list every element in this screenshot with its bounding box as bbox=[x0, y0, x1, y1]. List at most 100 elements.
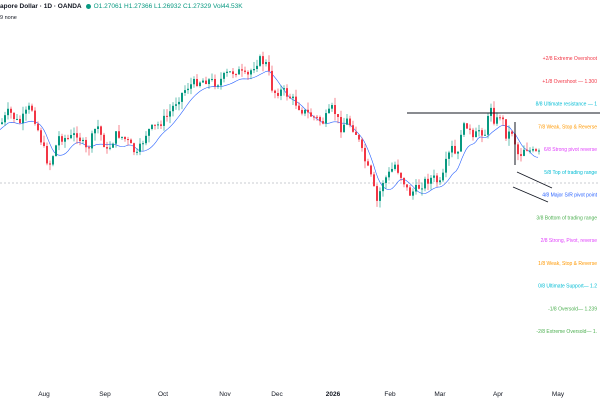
channel-lower-line[interactable] bbox=[512, 186, 549, 203]
candle-body bbox=[379, 191, 381, 201]
candle-body bbox=[292, 96, 294, 99]
candle-body bbox=[529, 150, 531, 152]
candle-body bbox=[301, 109, 303, 114]
candle-body bbox=[517, 144, 519, 155]
murrey-level-label: 6/8 Strong pivot reverse bbox=[544, 147, 597, 153]
candle-body bbox=[121, 136, 123, 138]
candle-body bbox=[406, 184, 408, 188]
murrey-level-label: 4/8 Major S/R pivot point bbox=[542, 193, 597, 199]
murrey-level-label: 5/8 Top of trading range bbox=[544, 170, 597, 176]
candle-body bbox=[454, 145, 456, 154]
candle-body bbox=[445, 158, 447, 173]
candle-body bbox=[463, 123, 465, 135]
channel-upper-line[interactable] bbox=[516, 171, 553, 189]
candle-body bbox=[256, 65, 258, 69]
candle-body bbox=[244, 70, 246, 72]
murrey-level-label: 7/8 Weak, Stop & Reverse bbox=[538, 124, 597, 130]
candle-body bbox=[136, 151, 138, 153]
candle-body bbox=[433, 175, 435, 178]
x-axis-label: 2026 bbox=[326, 391, 341, 398]
candle-body bbox=[76, 133, 78, 138]
candle-body bbox=[469, 128, 471, 130]
candle-body bbox=[496, 117, 498, 124]
candle-body bbox=[370, 165, 372, 175]
candle-body bbox=[268, 62, 270, 71]
candle-body bbox=[391, 168, 393, 172]
candle-body bbox=[100, 126, 102, 135]
candle-body bbox=[361, 139, 363, 148]
candle-body bbox=[61, 136, 63, 142]
candle-body bbox=[181, 92, 183, 102]
murrey-level-label: 1/8 Weak, Stop & Reverse bbox=[538, 261, 597, 267]
murrey-level-label: 3/8 Bottom of trading range bbox=[536, 215, 597, 221]
candle-body bbox=[22, 113, 24, 124]
candle-body bbox=[154, 124, 156, 126]
candle-body bbox=[511, 131, 513, 134]
candle-body bbox=[196, 78, 198, 86]
candle-body bbox=[337, 114, 339, 117]
candle-body bbox=[124, 136, 126, 140]
candle-body bbox=[319, 117, 321, 122]
candle-body bbox=[442, 172, 444, 181]
candle-body bbox=[352, 125, 354, 132]
murrey-level-label: +1/8 Overshoot — 1.300 bbox=[542, 79, 597, 85]
candle-body bbox=[343, 124, 345, 133]
market-status-icon bbox=[85, 3, 91, 9]
candle-body bbox=[478, 130, 480, 132]
candle-body bbox=[49, 163, 51, 165]
murrey-level-label: 8/8 Ultimate resistance — 1 bbox=[536, 102, 598, 108]
candle-body bbox=[97, 126, 99, 130]
candle-body bbox=[367, 161, 369, 166]
candle-body bbox=[13, 112, 15, 119]
x-axis-label: May bbox=[552, 391, 565, 398]
candle-body bbox=[94, 129, 96, 134]
candle-body bbox=[499, 117, 501, 119]
candle-body bbox=[115, 131, 117, 144]
candle-body bbox=[217, 85, 219, 87]
candle-body bbox=[157, 124, 159, 126]
candle-body bbox=[376, 186, 378, 201]
candle-body bbox=[451, 145, 453, 153]
candle-body bbox=[475, 131, 477, 138]
symbol-title[interactable]: apore Dollar · 1D · OANDA bbox=[0, 3, 82, 10]
ohlc-low: L1.26932 bbox=[154, 3, 182, 10]
candle-body bbox=[43, 142, 45, 147]
candle-body bbox=[85, 139, 87, 148]
candle-body bbox=[133, 143, 135, 153]
candle-body bbox=[193, 78, 195, 85]
candle-body bbox=[232, 71, 234, 75]
murrey-level-label: +2/8 Extreme Overshoot bbox=[543, 56, 598, 62]
x-axis-label: Dec bbox=[271, 391, 283, 398]
candle-body bbox=[289, 96, 291, 99]
candle-body bbox=[424, 178, 426, 189]
candle-body bbox=[220, 78, 222, 86]
candle-body bbox=[202, 80, 204, 83]
indicator-legend[interactable]: 9 none bbox=[0, 15, 17, 21]
candle-body bbox=[166, 115, 168, 117]
candle-body bbox=[226, 71, 228, 73]
candle-body bbox=[535, 149, 537, 151]
candle-body bbox=[10, 108, 12, 113]
candle-body bbox=[436, 175, 438, 183]
candle-body bbox=[358, 134, 360, 140]
candle-body bbox=[118, 131, 120, 138]
candle-body bbox=[73, 133, 75, 135]
candle-body bbox=[325, 113, 327, 124]
x-axis-label: Aug bbox=[38, 391, 50, 398]
candle-body bbox=[466, 123, 468, 129]
candle-body bbox=[109, 147, 111, 149]
candle-body bbox=[412, 191, 414, 196]
candle-body bbox=[430, 177, 432, 184]
candle-body bbox=[421, 188, 423, 190]
candle-body bbox=[484, 134, 486, 136]
candle-body bbox=[82, 139, 84, 142]
candle-body bbox=[382, 182, 384, 192]
candle-body bbox=[127, 139, 129, 141]
candle-body bbox=[160, 124, 162, 126]
candle-body bbox=[58, 136, 60, 146]
candle-body bbox=[37, 123, 39, 131]
candle-body bbox=[214, 78, 216, 87]
candle-body bbox=[7, 108, 9, 116]
candle-body bbox=[313, 116, 315, 118]
